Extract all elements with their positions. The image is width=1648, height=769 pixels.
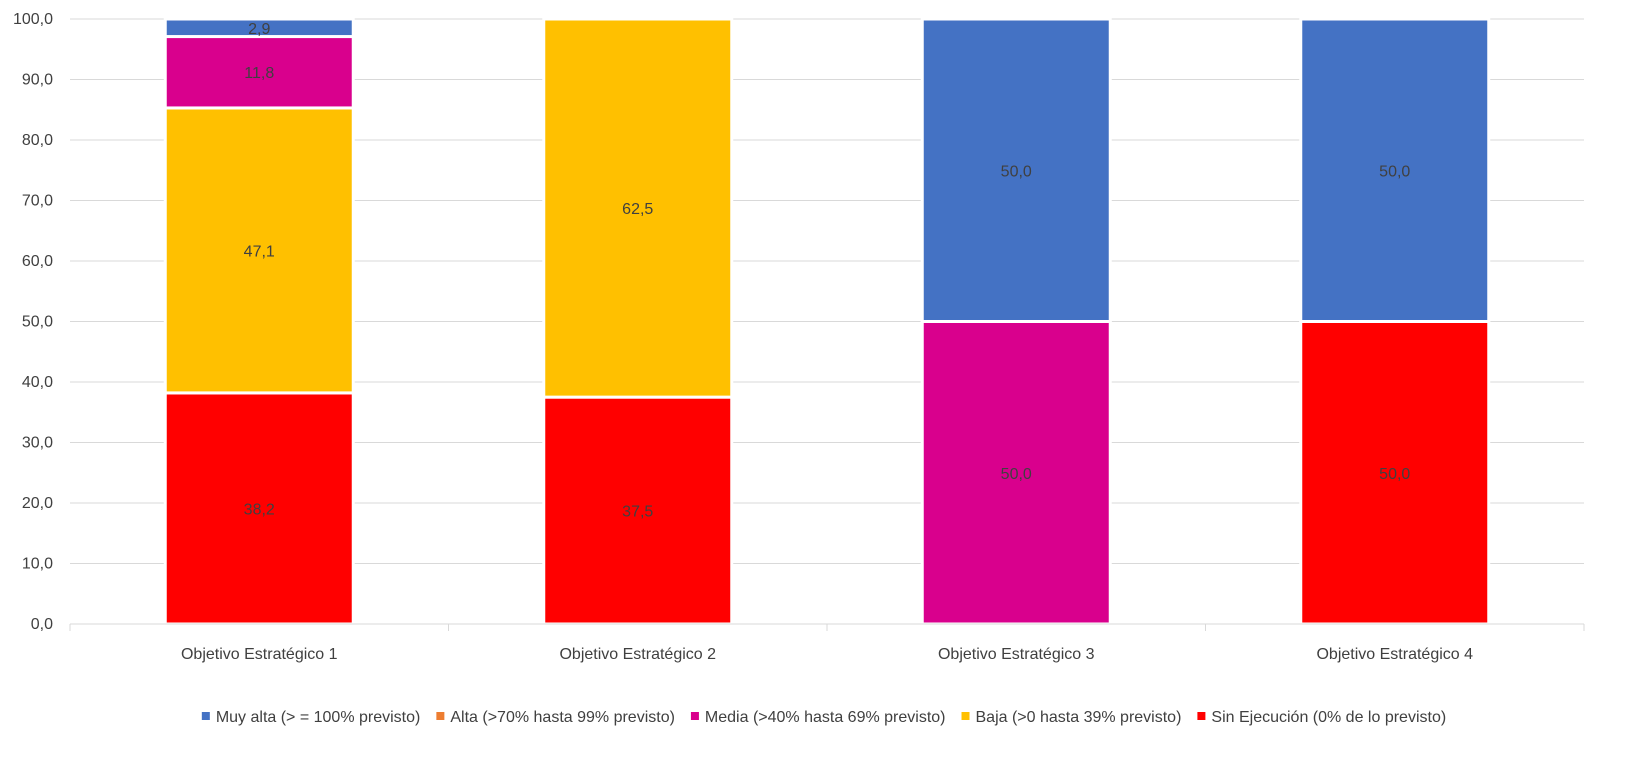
x-tick-label: Objetivo Estratégico 2 <box>559 646 716 663</box>
legend-item: Alta (>70% hasta 99% previsto) <box>436 709 675 726</box>
legend-swatch <box>1197 712 1206 720</box>
legend: Muy alta (> = 100% previsto) Alta (>70% h… <box>201 709 1446 726</box>
legend-item: Muy alta (> = 100% previsto) <box>201 709 421 726</box>
data-labels: 38,2 47,1 11,8 2,9 37,5 62,5 50,0 50,0 50,0 50,0 <box>244 21 1411 521</box>
data-label: 47,1 <box>244 243 275 260</box>
legend-label: Baja (>0 hasta 39% previsto) <box>976 709 1182 726</box>
legend-item: Baja (>0 hasta 39% previsto) <box>961 709 1182 726</box>
data-label: 11,8 <box>244 65 274 82</box>
y-tick-label: 10,0 <box>22 556 53 573</box>
data-label: 62,5 <box>622 201 653 218</box>
legend-label: Alta (>70% hasta 99% previsto) <box>450 709 675 726</box>
y-tick-label: 80,0 <box>22 132 53 149</box>
data-label: 50,0 <box>1379 466 1410 483</box>
legend-swatch <box>201 712 210 720</box>
legend-swatch <box>690 712 699 720</box>
bar-segment <box>163 35 355 110</box>
legend-label: Muy alta (> = 100% previsto) <box>216 709 421 726</box>
x-tick-label: Objetivo Estratégico 3 <box>938 646 1095 663</box>
bar-segment <box>542 17 734 399</box>
x-tick-label: Objetivo Estratégico 4 <box>1316 646 1473 663</box>
legend-item: Media (>40% hasta 69% previsto) <box>690 709 946 726</box>
y-tick-label: 60,0 <box>22 253 53 270</box>
data-label: 50,0 <box>1379 163 1410 180</box>
y-tick-label: 20,0 <box>22 495 53 512</box>
bar-segment <box>1299 17 1491 323</box>
bar-segment <box>163 106 355 395</box>
y-tick-label: 90,0 <box>22 72 53 89</box>
data-label: 50,0 <box>1001 466 1032 483</box>
y-tick-label: 50,0 <box>22 314 53 331</box>
y-tick-label: 70,0 <box>22 193 53 210</box>
data-label: 38,2 <box>244 501 275 518</box>
bar-segment <box>920 17 1112 323</box>
legend-label: Media (>40% hasta 69% previsto) <box>705 709 946 726</box>
bar-segment <box>1299 320 1491 626</box>
legend-swatch <box>961 712 970 720</box>
axes: 0,0 10,0 20,0 30,0 40,0 50,0 60,0 70,0 80,0 90,0 1… <box>13 11 1585 663</box>
legend-swatch <box>436 712 445 720</box>
y-tick-label: 40,0 <box>22 374 53 391</box>
data-label: 50,0 <box>1001 163 1032 180</box>
x-tick-label: Objetivo Estratégico 1 <box>181 646 338 663</box>
data-label: 2,9 <box>248 21 270 38</box>
y-tick-label: 30,0 <box>22 435 53 452</box>
bar-segment <box>163 17 355 39</box>
legend-label: Sin Ejecución (0% de lo previsto) <box>1211 709 1446 726</box>
data-label: 37,5 <box>622 504 653 521</box>
y-tick-label: 100,0 <box>13 11 53 28</box>
legend-item: Sin Ejecución (0% de lo previsto) <box>1197 709 1446 726</box>
y-tick-label: 0,0 <box>31 616 53 633</box>
bars <box>163 17 1491 626</box>
